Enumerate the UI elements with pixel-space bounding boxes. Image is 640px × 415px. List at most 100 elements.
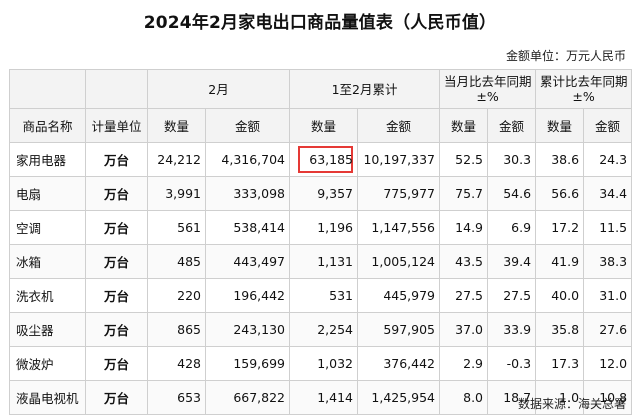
cell-feb-amount: 443,497 bbox=[204, 244, 291, 279]
cell-unit: 万台 bbox=[85, 142, 148, 177]
export-table: 2月 1至2月累计 当月比去年同期 ±% 累计比去年同期 ±% 商品名称 计量单… bbox=[9, 69, 633, 415]
header-measure: 计量单位 bbox=[85, 108, 148, 143]
table-row: 电扇 万台 3,991 333,098 9,357 775,977 75.7 5… bbox=[9, 176, 633, 211]
cell-cum-amount: 1,425,954 bbox=[357, 380, 441, 415]
cell-feb-amount: 243,130 bbox=[204, 312, 291, 347]
cell-c-amount: 31.0 bbox=[583, 278, 633, 313]
cell-c-amount: 11.5 bbox=[583, 210, 633, 245]
cell-feb-qty: 865 bbox=[147, 312, 206, 347]
cell-c-qty: 56.6 bbox=[535, 176, 585, 211]
header-yoy-month-line1: 当月比去年同期 bbox=[444, 74, 532, 89]
header-yoy-cum-line1: 累计比去年同期 bbox=[540, 74, 628, 89]
cell-cum-amount: 1,005,124 bbox=[357, 244, 441, 279]
cell-m-qty: 75.7 bbox=[439, 176, 489, 211]
cell-name: 微波炉 bbox=[9, 346, 86, 381]
cell-c-qty: 17.2 bbox=[535, 210, 585, 245]
header-cum-amount: 金额 bbox=[357, 108, 441, 143]
cell-feb-amount: 667,822 bbox=[204, 380, 291, 415]
page-title: 2024年2月家电出口商品量值表（人民币值） bbox=[143, 13, 497, 33]
header-product: 商品名称 bbox=[9, 108, 86, 143]
cell-cum-qty: 1,032 bbox=[289, 346, 359, 381]
cell-cum-qty: 2,254 bbox=[289, 312, 359, 347]
cell-name: 家用电器 bbox=[9, 142, 86, 177]
cell-m-qty: 14.9 bbox=[439, 210, 489, 245]
header-row-columns: 商品名称 计量单位 数量 金额 数量 金额 数量 金额 数量 金额 bbox=[9, 108, 633, 143]
cell-feb-amount: 4,316,704 bbox=[204, 142, 291, 177]
header-feb-qty: 数量 bbox=[147, 108, 206, 143]
header-blank-2 bbox=[85, 69, 148, 109]
cell-c-qty: 35.8 bbox=[535, 312, 585, 347]
header-yoy-cumulative: 累计比去年同期 ±% bbox=[535, 69, 633, 109]
cell-feb-qty: 3,991 bbox=[147, 176, 206, 211]
cell-feb-amount: 159,699 bbox=[204, 346, 291, 381]
cell-cum-amount: 1,147,556 bbox=[357, 210, 441, 245]
cell-cum-qty: 1,131 bbox=[289, 244, 359, 279]
cell-feb-qty: 428 bbox=[147, 346, 206, 381]
cell-c-qty: 17.3 bbox=[535, 346, 585, 381]
cell-m-amount: 6.9 bbox=[487, 210, 537, 245]
cell-c-amount: 34.4 bbox=[583, 176, 633, 211]
table-row: 吸尘器 万台 865 243,130 2,254 597,905 37.0 33… bbox=[9, 312, 633, 347]
cell-name: 空调 bbox=[9, 210, 86, 245]
cell-m-qty: 43.5 bbox=[439, 244, 489, 279]
cell-cum-qty-highlighted: 63,185 bbox=[289, 142, 359, 177]
cell-feb-qty: 24,212 bbox=[147, 142, 206, 177]
cell-unit: 万台 bbox=[85, 346, 148, 381]
cell-c-qty: 40.0 bbox=[535, 278, 585, 313]
cell-m-amount: 18.7 bbox=[487, 380, 537, 415]
cell-name: 洗衣机 bbox=[9, 278, 86, 313]
header-m-amount: 金额 bbox=[487, 108, 537, 143]
header-yoy-cum-line2: ±% bbox=[572, 89, 595, 104]
table-row: 冰箱 万台 485 443,497 1,131 1,005,124 43.5 3… bbox=[9, 244, 633, 279]
header-c-amount: 金额 bbox=[583, 108, 633, 143]
cell-unit: 万台 bbox=[85, 380, 148, 415]
header-yoy-month: 当月比去年同期 ±% bbox=[439, 69, 537, 109]
cell-c-qty: 38.6 bbox=[535, 142, 585, 177]
header-blank-1 bbox=[9, 69, 86, 109]
cell-c-amount: 38.3 bbox=[583, 244, 633, 279]
cell-unit: 万台 bbox=[85, 278, 148, 313]
header-m-qty: 数量 bbox=[439, 108, 489, 143]
cell-feb-qty: 485 bbox=[147, 244, 206, 279]
cell-cum-amount: 376,442 bbox=[357, 346, 441, 381]
cell-feb-qty: 653 bbox=[147, 380, 206, 415]
table-row: 空调 万台 561 538,414 1,196 1,147,556 14.9 6… bbox=[9, 210, 633, 245]
cell-c-amount: 27.6 bbox=[583, 312, 633, 347]
cell-cum-qty: 531 bbox=[289, 278, 359, 313]
cell-unit: 万台 bbox=[85, 176, 148, 211]
cell-name: 电扇 bbox=[9, 176, 86, 211]
source-note: 数据来源：海关总署 bbox=[517, 397, 626, 411]
header-cum-qty: 数量 bbox=[289, 108, 359, 143]
cell-name: 冰箱 bbox=[9, 244, 86, 279]
cell-cum-qty-value: 63,185 bbox=[309, 152, 354, 167]
header-cumulative: 1至2月累计 bbox=[289, 69, 441, 109]
unit-note: 金额单位：万元人民币 bbox=[505, 49, 626, 63]
cell-m-qty: 8.0 bbox=[439, 380, 489, 415]
cell-name: 液晶电视机 bbox=[9, 380, 86, 415]
cell-feb-qty: 220 bbox=[147, 278, 206, 313]
cell-cum-qty: 1,414 bbox=[289, 380, 359, 415]
cell-feb-amount: 196,442 bbox=[204, 278, 291, 313]
cell-m-amount: -0.3 bbox=[487, 346, 537, 381]
cell-m-amount: 30.3 bbox=[487, 142, 537, 177]
cell-m-amount: 33.9 bbox=[487, 312, 537, 347]
cell-cum-qty: 1,196 bbox=[289, 210, 359, 245]
cell-cum-amount: 775,977 bbox=[357, 176, 441, 211]
cell-m-amount: 39.4 bbox=[487, 244, 537, 279]
cell-unit: 万台 bbox=[85, 244, 148, 279]
cell-c-amount: 12.0 bbox=[583, 346, 633, 381]
header-c-qty: 数量 bbox=[535, 108, 585, 143]
table-row: 微波炉 万台 428 159,699 1,032 376,442 2.9 -0.… bbox=[9, 346, 633, 381]
cell-m-qty: 37.0 bbox=[439, 312, 489, 347]
table-row: 洗衣机 万台 220 196,442 531 445,979 27.5 27.5… bbox=[9, 278, 633, 313]
table-row: 液晶电视机 万台 653 667,822 1,414 1,425,954 8.0… bbox=[9, 380, 633, 415]
cell-m-qty: 27.5 bbox=[439, 278, 489, 313]
cell-feb-qty: 561 bbox=[147, 210, 206, 245]
cell-unit: 万台 bbox=[85, 312, 148, 347]
table-row: 家用电器 万台 24,212 4,316,704 63,185 10,197,3… bbox=[9, 142, 633, 177]
cell-m-amount: 54.6 bbox=[487, 176, 537, 211]
cell-c-amount: 10.8 bbox=[583, 380, 633, 415]
cell-m-qty: 52.5 bbox=[439, 142, 489, 177]
cell-cum-amount: 10,197,337 bbox=[357, 142, 441, 177]
header-yoy-month-line2: ±% bbox=[476, 89, 499, 104]
